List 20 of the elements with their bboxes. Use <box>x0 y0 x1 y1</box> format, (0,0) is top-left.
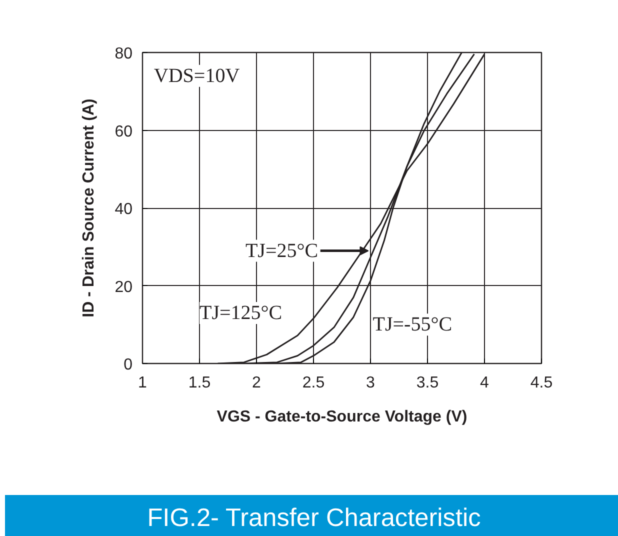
y-tick-label: 60 <box>114 123 133 140</box>
text: FIG.2- Transfer Characteristic <box>147 503 481 534</box>
x-tick-label: 2 <box>252 374 262 392</box>
y-tick-label: 40 <box>114 201 133 218</box>
y-axis-title: ID - Drain Source Current (A) <box>80 98 98 318</box>
y-tick-label: 0 <box>124 356 133 374</box>
x-tick-label: 1.5 <box>188 374 211 392</box>
x-tick-label: 4.5 <box>530 374 553 392</box>
x-tick-label: 2.5 <box>302 374 325 392</box>
y-tick-label: 80 <box>114 46 133 62</box>
annotation: VDS=10V <box>154 64 240 87</box>
series-label: TJ=125°C <box>200 302 282 324</box>
x-tick-label: 1 <box>138 374 148 392</box>
x-tick-label: 3.5 <box>416 374 439 392</box>
series-label: TJ=-55°C <box>372 314 452 336</box>
y-tick-label: 20 <box>114 278 133 296</box>
legend-label: TJ=25°C <box>245 240 318 262</box>
x-tick-label: 4 <box>480 374 490 392</box>
x-axis-title: VGS - Gate-to-Source Voltage (V) <box>216 408 468 426</box>
x-tick-label: 3 <box>366 374 376 392</box>
